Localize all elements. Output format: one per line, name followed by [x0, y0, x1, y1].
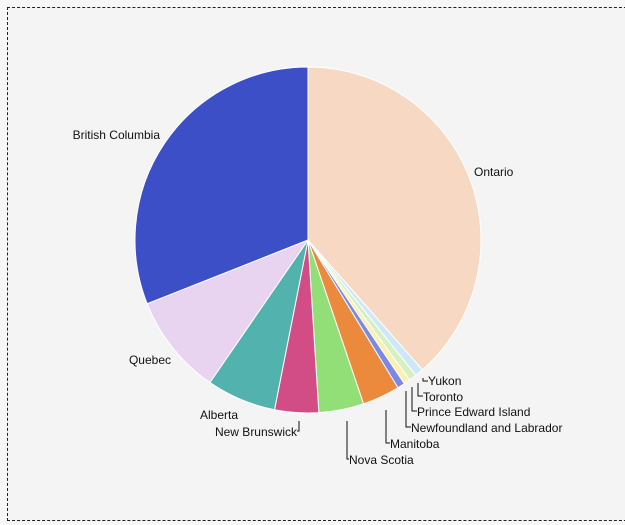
leader-newfoundland-and-labrador	[405, 391, 411, 428]
label-toronto: Toronto	[423, 390, 463, 404]
pie-slices	[134, 66, 482, 414]
label-nova-scotia: Nova Scotia	[349, 453, 414, 467]
slice-quebec	[146, 238, 310, 384]
label-ontario: Ontario	[474, 165, 514, 179]
leader-lines	[297, 378, 428, 460]
label-british-columbia: British Columbia	[73, 128, 161, 142]
leader-toronto	[417, 383, 423, 397]
leader-new-brunswick	[297, 421, 300, 432]
label-manitoba: Manitoba	[390, 437, 440, 451]
leader-nova-scotia	[346, 421, 349, 460]
leader-prince-edward-island	[411, 387, 417, 412]
label-yukon: Yukon	[428, 374, 461, 388]
label-alberta: Alberta	[200, 408, 238, 422]
label-quebec: Quebec	[129, 353, 171, 367]
slice-ontario	[307, 66, 482, 371]
label-prince-edward-island: Prince Edward Island	[417, 405, 530, 419]
slice-british-columbia	[134, 66, 309, 305]
leader-manitoba	[385, 410, 390, 444]
label-new-brunswick: New Brunswick	[215, 425, 298, 439]
leader-yukon	[422, 378, 428, 382]
label-newfoundland-and-labrador: Newfoundland and Labrador	[411, 421, 562, 435]
